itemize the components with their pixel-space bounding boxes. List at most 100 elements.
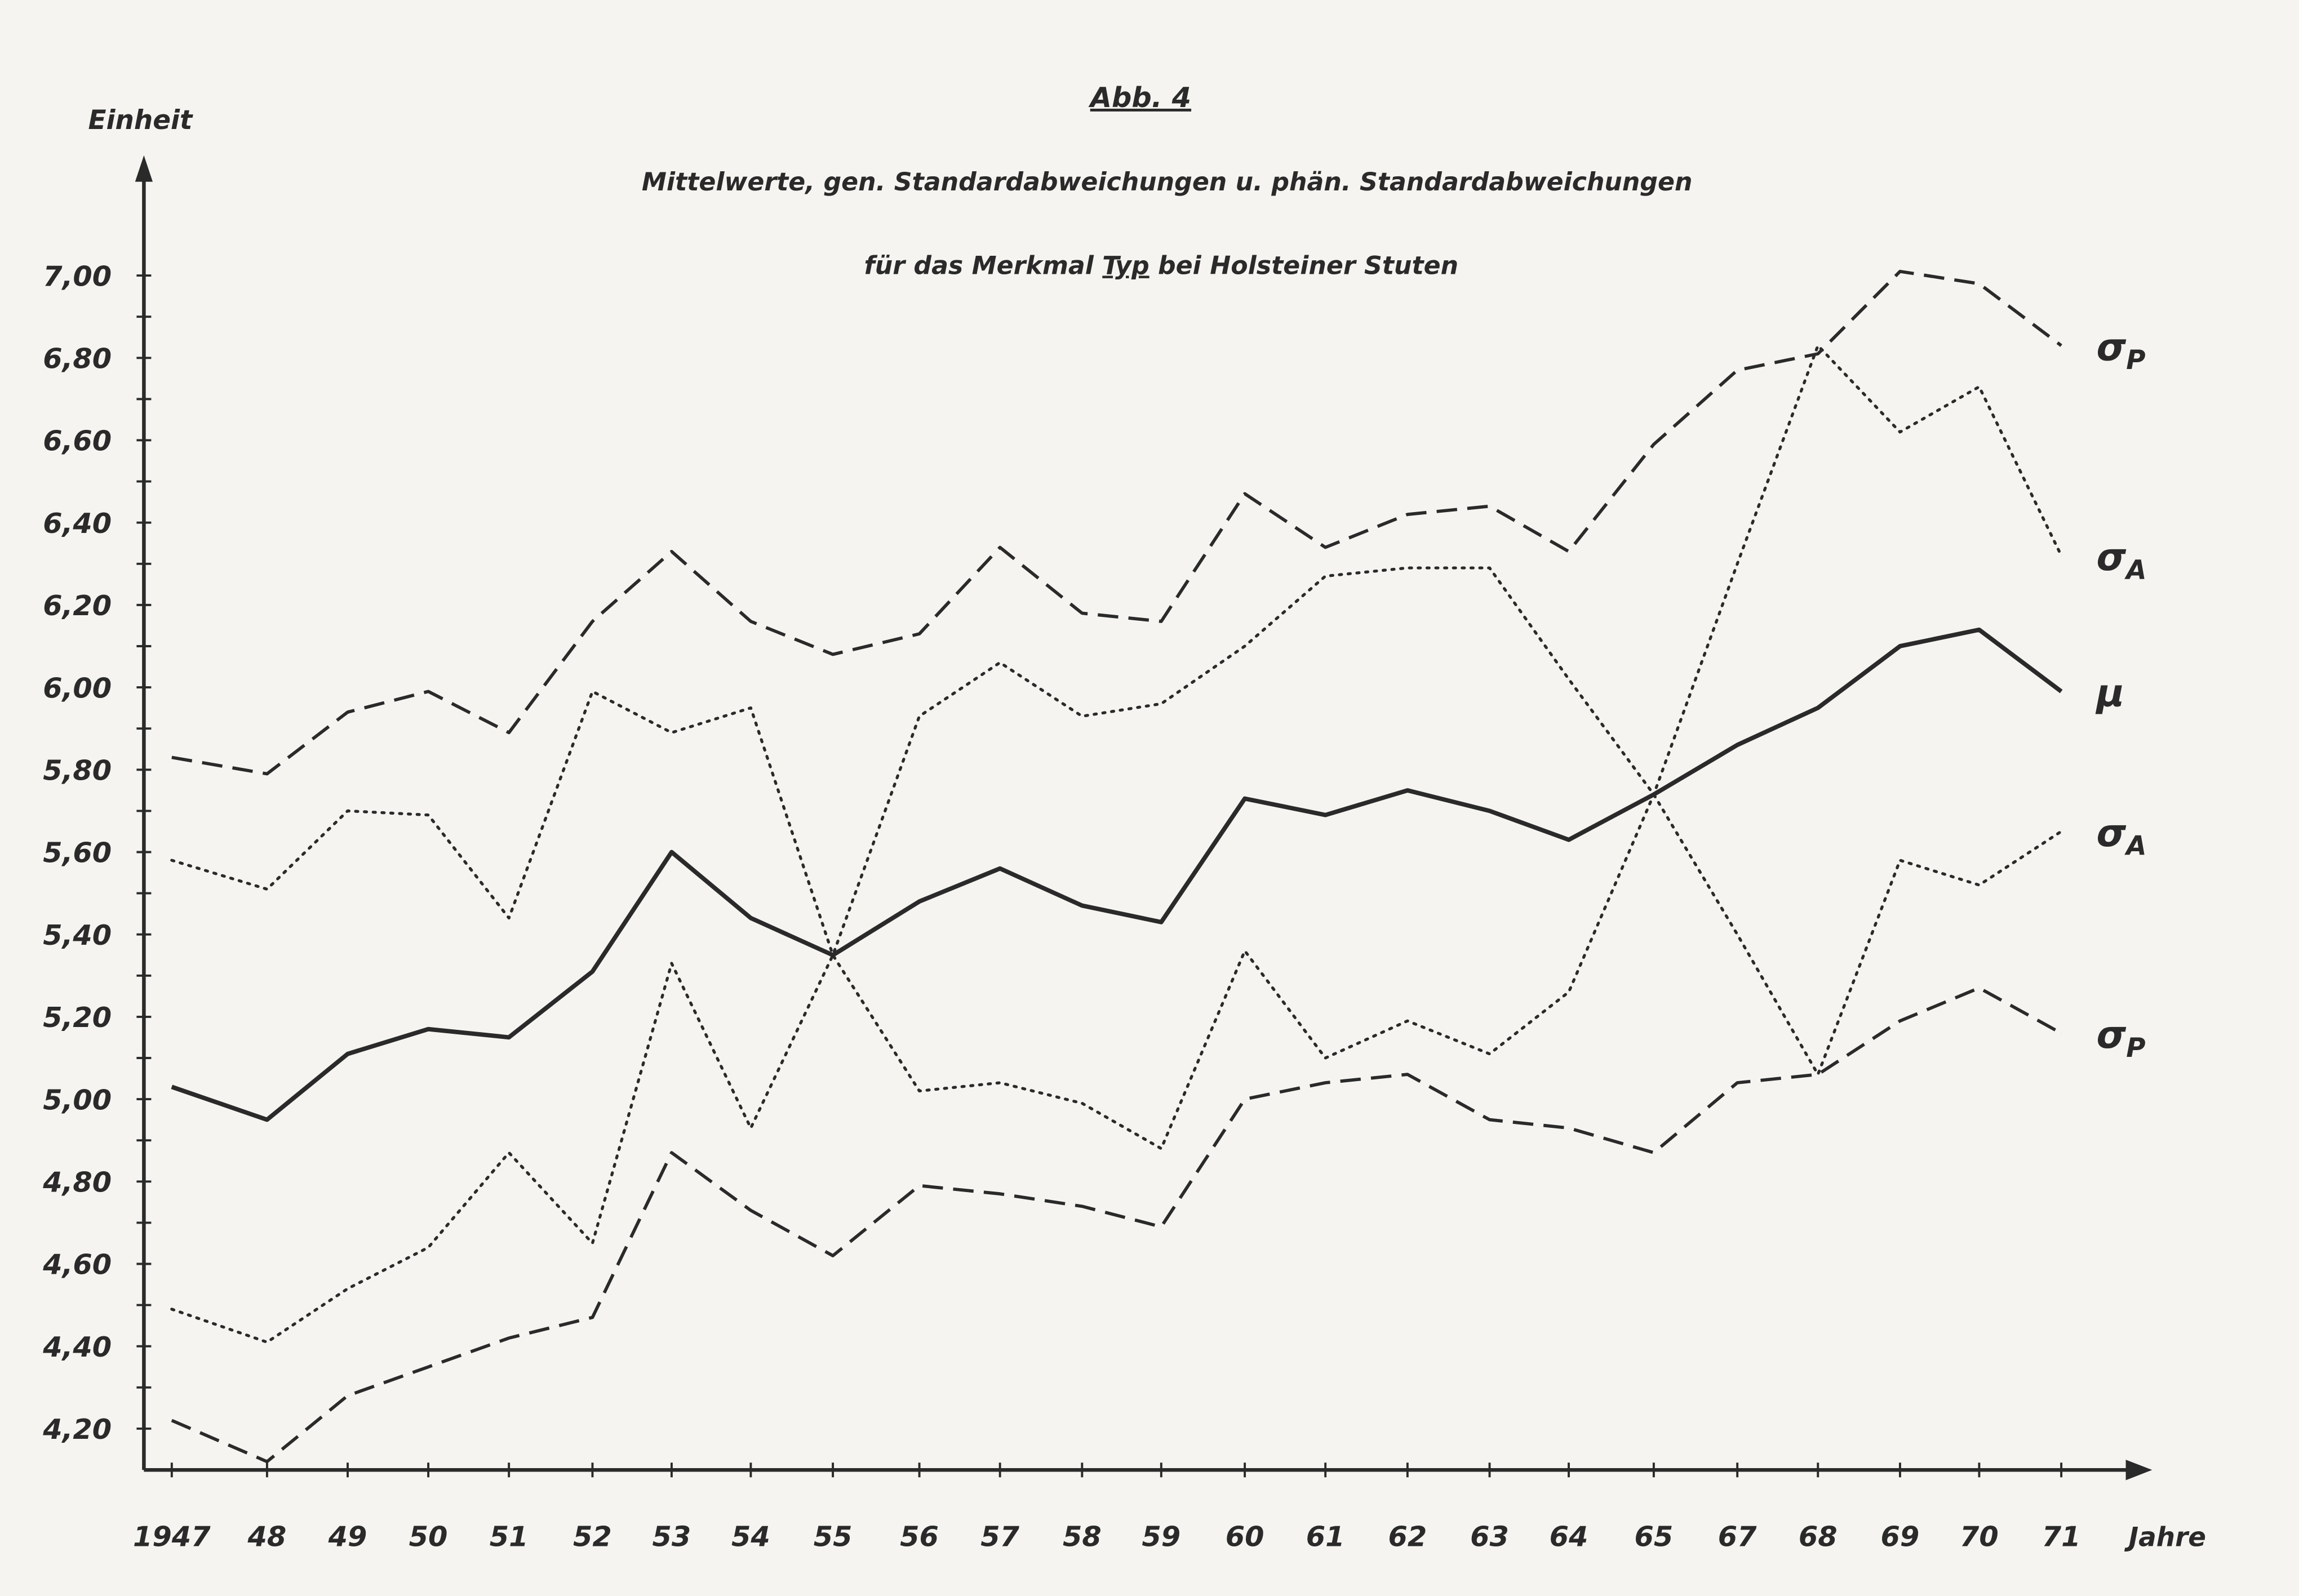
data-point [919,1185,920,1186]
y-tick-label: 6,60 [43,425,112,457]
x-tick-label: 60 [1226,1521,1264,1553]
series-label-main: σ [2097,535,2127,579]
series-label: σA [2097,535,2147,586]
data-point [2061,691,2062,692]
data-point [267,1119,268,1120]
data-point [1161,621,1162,622]
y-tick-label: 6,80 [43,342,112,375]
series-label-sub: A [2124,832,2146,862]
y-tick-label: 5,20 [43,1001,112,1034]
series-line-4 [171,986,2062,1464]
x-tick-label: 51 [490,1521,529,1553]
data-point [1325,547,1326,548]
chart-title-line1: Mittelwerte, gen. Standardabweichungen u… [642,168,1693,197]
data-point [1899,646,1901,647]
x-tick-label: 67 [1718,1521,1757,1553]
x-ticks: 1947 48 49 50 51 52 53 54 55 56 57 58 59 60 61 62 63 64 65… [133,1462,2080,1553]
y-tick-label: 4,80 [42,1166,112,1199]
series-label: σP [2097,324,2146,376]
data-point [1899,432,1901,433]
axes [135,155,2152,1481]
x-tick-label: 1947 [133,1521,211,1553]
x-tick-label: 62 [1388,1521,1427,1553]
y-tick-label: 5,40 [43,919,112,952]
x-tick-label: 48 [247,1521,287,1553]
title-prefix: für das Merkmal [864,251,1102,280]
data-point [1979,283,1980,284]
x-tick-label: 58 [1063,1521,1102,1553]
x-tick-label: 50 [409,1521,448,1553]
series-line-2 [171,627,2063,1122]
data-point [919,715,920,717]
y-tick-label: 4,20 [42,1413,112,1446]
x-tick-label: 59 [1142,1521,1180,1553]
series-label: σP [2097,1012,2146,1064]
series-label-main: μ [2096,670,2125,715]
series-lines [170,269,2063,1464]
data-point [2061,1033,2062,1034]
data-point [428,691,429,692]
data-point [592,1317,593,1318]
x-tick-label: 63 [1470,1521,1509,1553]
y-tick-label: 6,20 [43,589,112,622]
data-point [1979,884,1980,886]
y-axis-arrow [135,155,153,182]
x-tick-label: 53 [653,1521,691,1553]
data-point [919,901,920,902]
x-tick-label: 68 [1799,1521,1838,1553]
data-point [592,691,593,692]
x-tick-label: 69 [1881,1521,1920,1553]
title-underlined: Typ [1102,251,1149,280]
series-label: σA [2097,811,2147,862]
x-tick-label: 70 [1960,1521,1999,1553]
data-point [1161,1226,1162,1227]
data-point [2061,345,2062,346]
data-point [592,621,593,622]
x-tick-label: 49 [328,1521,367,1553]
y-tick-label: 6,40 [43,507,112,540]
data-point [1325,1057,1326,1059]
y-tick-label: 6,00 [43,672,112,704]
y-ticks: 4,20 4,40 4,60 4,80 5,00 5,20 5,40 5,60 5,80 6,00… [42,260,152,1446]
data-point [1899,860,1901,861]
y-tick-label: 4,40 [42,1331,112,1363]
y-axis-label: Einheit [88,105,193,136]
x-tick-label: 64 [1550,1521,1588,1553]
x-axis-label: Jahre [2124,1523,2206,1553]
data-point [1737,370,1738,371]
series-label-main: σ [2097,811,2127,855]
data-point [1489,1053,1490,1054]
series-label-sub: P [2126,1033,2145,1064]
data-point [1737,934,1738,935]
series-line-3 [170,566,2063,1344]
x-tick-label: 61 [1306,1521,1345,1553]
y-tick-label: 4,60 [42,1248,112,1281]
x-tick-label: 54 [731,1521,770,1553]
data-point [2061,555,2062,556]
x-tick-label: 65 [1635,1521,1674,1553]
x-tick-label: 55 [814,1521,853,1553]
x-axis-arrow [2125,1460,2152,1481]
data-point [428,1029,429,1030]
y-tick-label: 5,60 [43,837,112,869]
data-point [1161,922,1162,923]
data-point [267,773,268,774]
y-tick-label: 5,00 [43,1083,112,1116]
figure-label: Abb. 4 [1088,81,1191,114]
data-point [1979,386,1980,387]
series-line-0 [171,269,2062,776]
series-label-sub: P [2126,345,2145,376]
title-suffix: bei Holsteiner Stuten [1150,251,1458,280]
x-tick-label: 56 [900,1521,939,1553]
data-point [428,1247,429,1248]
y-tick-label: 5,80 [43,754,112,787]
data-point [592,971,593,972]
data-point [592,1243,593,1244]
series-label-main: σ [2097,324,2127,369]
chart-title-line2: für das Merkmal Typ bei Holsteiner Stute… [864,251,1458,280]
data-point [267,1461,268,1462]
series-label: μ [2096,670,2125,715]
series-label-sub: A [2124,555,2146,586]
